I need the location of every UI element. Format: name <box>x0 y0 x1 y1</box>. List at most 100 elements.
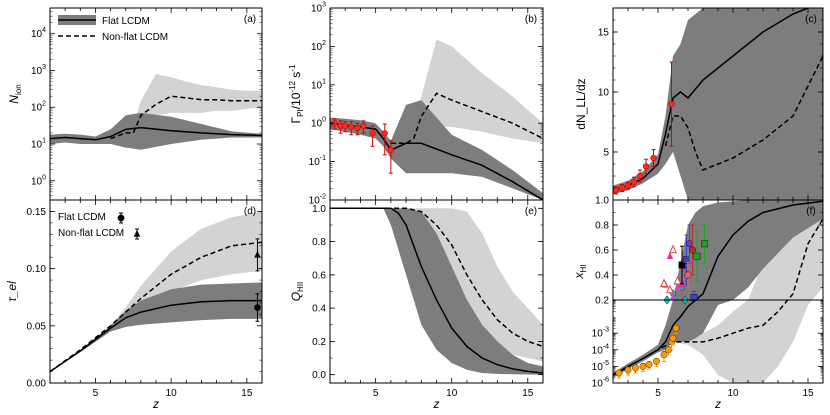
y-tick-label: 10-6 <box>592 377 609 390</box>
legend-label-flat: Flat LCDM <box>58 212 106 223</box>
y-tick-label: 0.00 <box>27 379 47 390</box>
line-nonflat-lcdm <box>613 218 823 376</box>
band-nonflat-lcdm <box>413 39 543 144</box>
data-point <box>669 334 677 342</box>
data-point <box>348 123 355 131</box>
y-tick-label: 101 <box>31 138 46 151</box>
y-tick-label: 10 <box>598 88 610 99</box>
data-point <box>660 278 668 287</box>
x-tick-label: 10 <box>446 388 458 399</box>
data-point <box>342 122 349 130</box>
y-tick-label: 10-1 <box>309 155 326 168</box>
panel-c: 5 10 15 (c) dN_LL/dz <box>574 7 824 201</box>
y-tick-label: 0.2 <box>595 296 609 307</box>
y-tick-label: 104 <box>31 27 46 40</box>
y-tick-label: 0.6 <box>595 246 609 257</box>
y-axis-label: ΓPI/10-12 s-1 <box>288 64 305 123</box>
y-tick-label: 10-5 <box>592 360 609 373</box>
y-tick-label: 5 <box>603 148 609 159</box>
y-axis-label: dN_LL/dz <box>574 78 588 129</box>
data-point <box>666 252 674 259</box>
x-axis-label: z <box>152 397 159 411</box>
panel-e: 5 10 15 0.0 0.2 0.4 0.6 0.8 1.0 (e) QHII <box>289 199 544 399</box>
band-nonflat-lcdm <box>110 211 262 326</box>
x-tick-label: 15 <box>522 388 534 399</box>
y-tick-label: 0.2 <box>312 337 326 348</box>
data-point <box>668 100 675 108</box>
data-point <box>693 252 701 260</box>
y-axis-label: Nion <box>7 84 23 103</box>
line-flat-lcdm <box>613 8 809 192</box>
data-point <box>669 293 677 301</box>
legend: Flat LCDM Non-flat LCDM <box>58 15 168 43</box>
y-tick-label: 0.4 <box>595 271 609 282</box>
plot-area <box>330 39 543 200</box>
y-tick-label: 0.15 <box>27 207 47 218</box>
y-tick-label: 0.8 <box>312 237 326 248</box>
legend-marker-nonflat <box>133 229 141 237</box>
legend-label-flat: Flat LCDM <box>102 16 150 27</box>
band-nonflat-lcdm <box>673 200 823 383</box>
plot-area <box>613 8 823 200</box>
y-tick-label: 10-3 <box>592 327 609 340</box>
y-tick-label: 1.0 <box>312 204 326 215</box>
x-tick-label: 15 <box>802 388 814 399</box>
panel-tag: (e) <box>525 206 537 217</box>
y-tick-label: 100 <box>31 174 46 187</box>
data-point <box>360 122 367 130</box>
y-axis-label: xHI <box>572 265 588 280</box>
y-tick-label: 0.4 <box>312 304 326 315</box>
data-point <box>624 182 632 189</box>
band-flat-lcdm <box>613 8 823 200</box>
data-point <box>690 294 698 301</box>
panel-tag: (d) <box>244 206 256 217</box>
line-nonflat-lcdm <box>664 55 823 171</box>
x-axis-label: z <box>714 397 721 411</box>
y-tick-label: 15 <box>598 28 610 39</box>
panel-f: 5 10 15 0.2 0.4 0.6 0.8 1.0 10-6 10-5 10-4 10-3 xHI (… <box>572 196 824 399</box>
legend-label-nonflat: Non-flat LCDM <box>102 32 168 43</box>
legend-marker-flat <box>117 214 125 222</box>
data-point <box>672 324 680 332</box>
data-point <box>674 283 681 291</box>
data-point <box>684 271 692 279</box>
panel-tag: (b) <box>525 14 537 25</box>
data-point <box>666 284 674 294</box>
data-point <box>669 244 677 254</box>
data-point <box>642 163 650 170</box>
data-point <box>613 187 620 194</box>
y-tick-label: 103 <box>31 64 46 77</box>
line-flat-lcdm <box>50 126 262 141</box>
band-nonflat-lcdm <box>330 208 543 362</box>
data-point-circle <box>254 304 261 311</box>
band-flat-lcdm <box>330 208 543 375</box>
y-tick-label: 0.05 <box>27 321 47 332</box>
panel-b: 10-2 10-1 100 101 102 103 (b) ΓPI/10-12 s-1 <box>288 2 544 207</box>
y-tick-label: 0.0 <box>312 370 326 381</box>
plot-area <box>50 211 262 373</box>
x-tick-label: 5 <box>655 388 661 399</box>
band-nonflat-lcdm <box>133 74 262 133</box>
data-point <box>645 361 653 368</box>
y-tick-label: 0.6 <box>312 270 326 281</box>
line-nonflat-lcdm <box>50 241 262 373</box>
plot-area <box>613 200 823 383</box>
line-flat-lcdm <box>50 299 262 373</box>
y-tick-label: 102 <box>31 101 46 114</box>
y-tick-label: 100 <box>311 117 326 130</box>
y-tick-label: 102 <box>311 40 326 53</box>
data-point <box>387 146 394 154</box>
data-point <box>630 178 638 186</box>
plot-area <box>50 74 262 150</box>
data-point <box>639 362 647 370</box>
panel-tag: (c) <box>805 14 817 25</box>
data-point <box>381 130 388 137</box>
x-tick-label: 15 <box>241 388 253 399</box>
data-point <box>678 261 686 269</box>
x-tick-label: 10 <box>166 388 178 399</box>
x-axis-label: z <box>433 397 440 411</box>
data-point <box>660 351 668 359</box>
data-point <box>636 172 644 180</box>
y-axis-label: QHII <box>289 282 305 302</box>
